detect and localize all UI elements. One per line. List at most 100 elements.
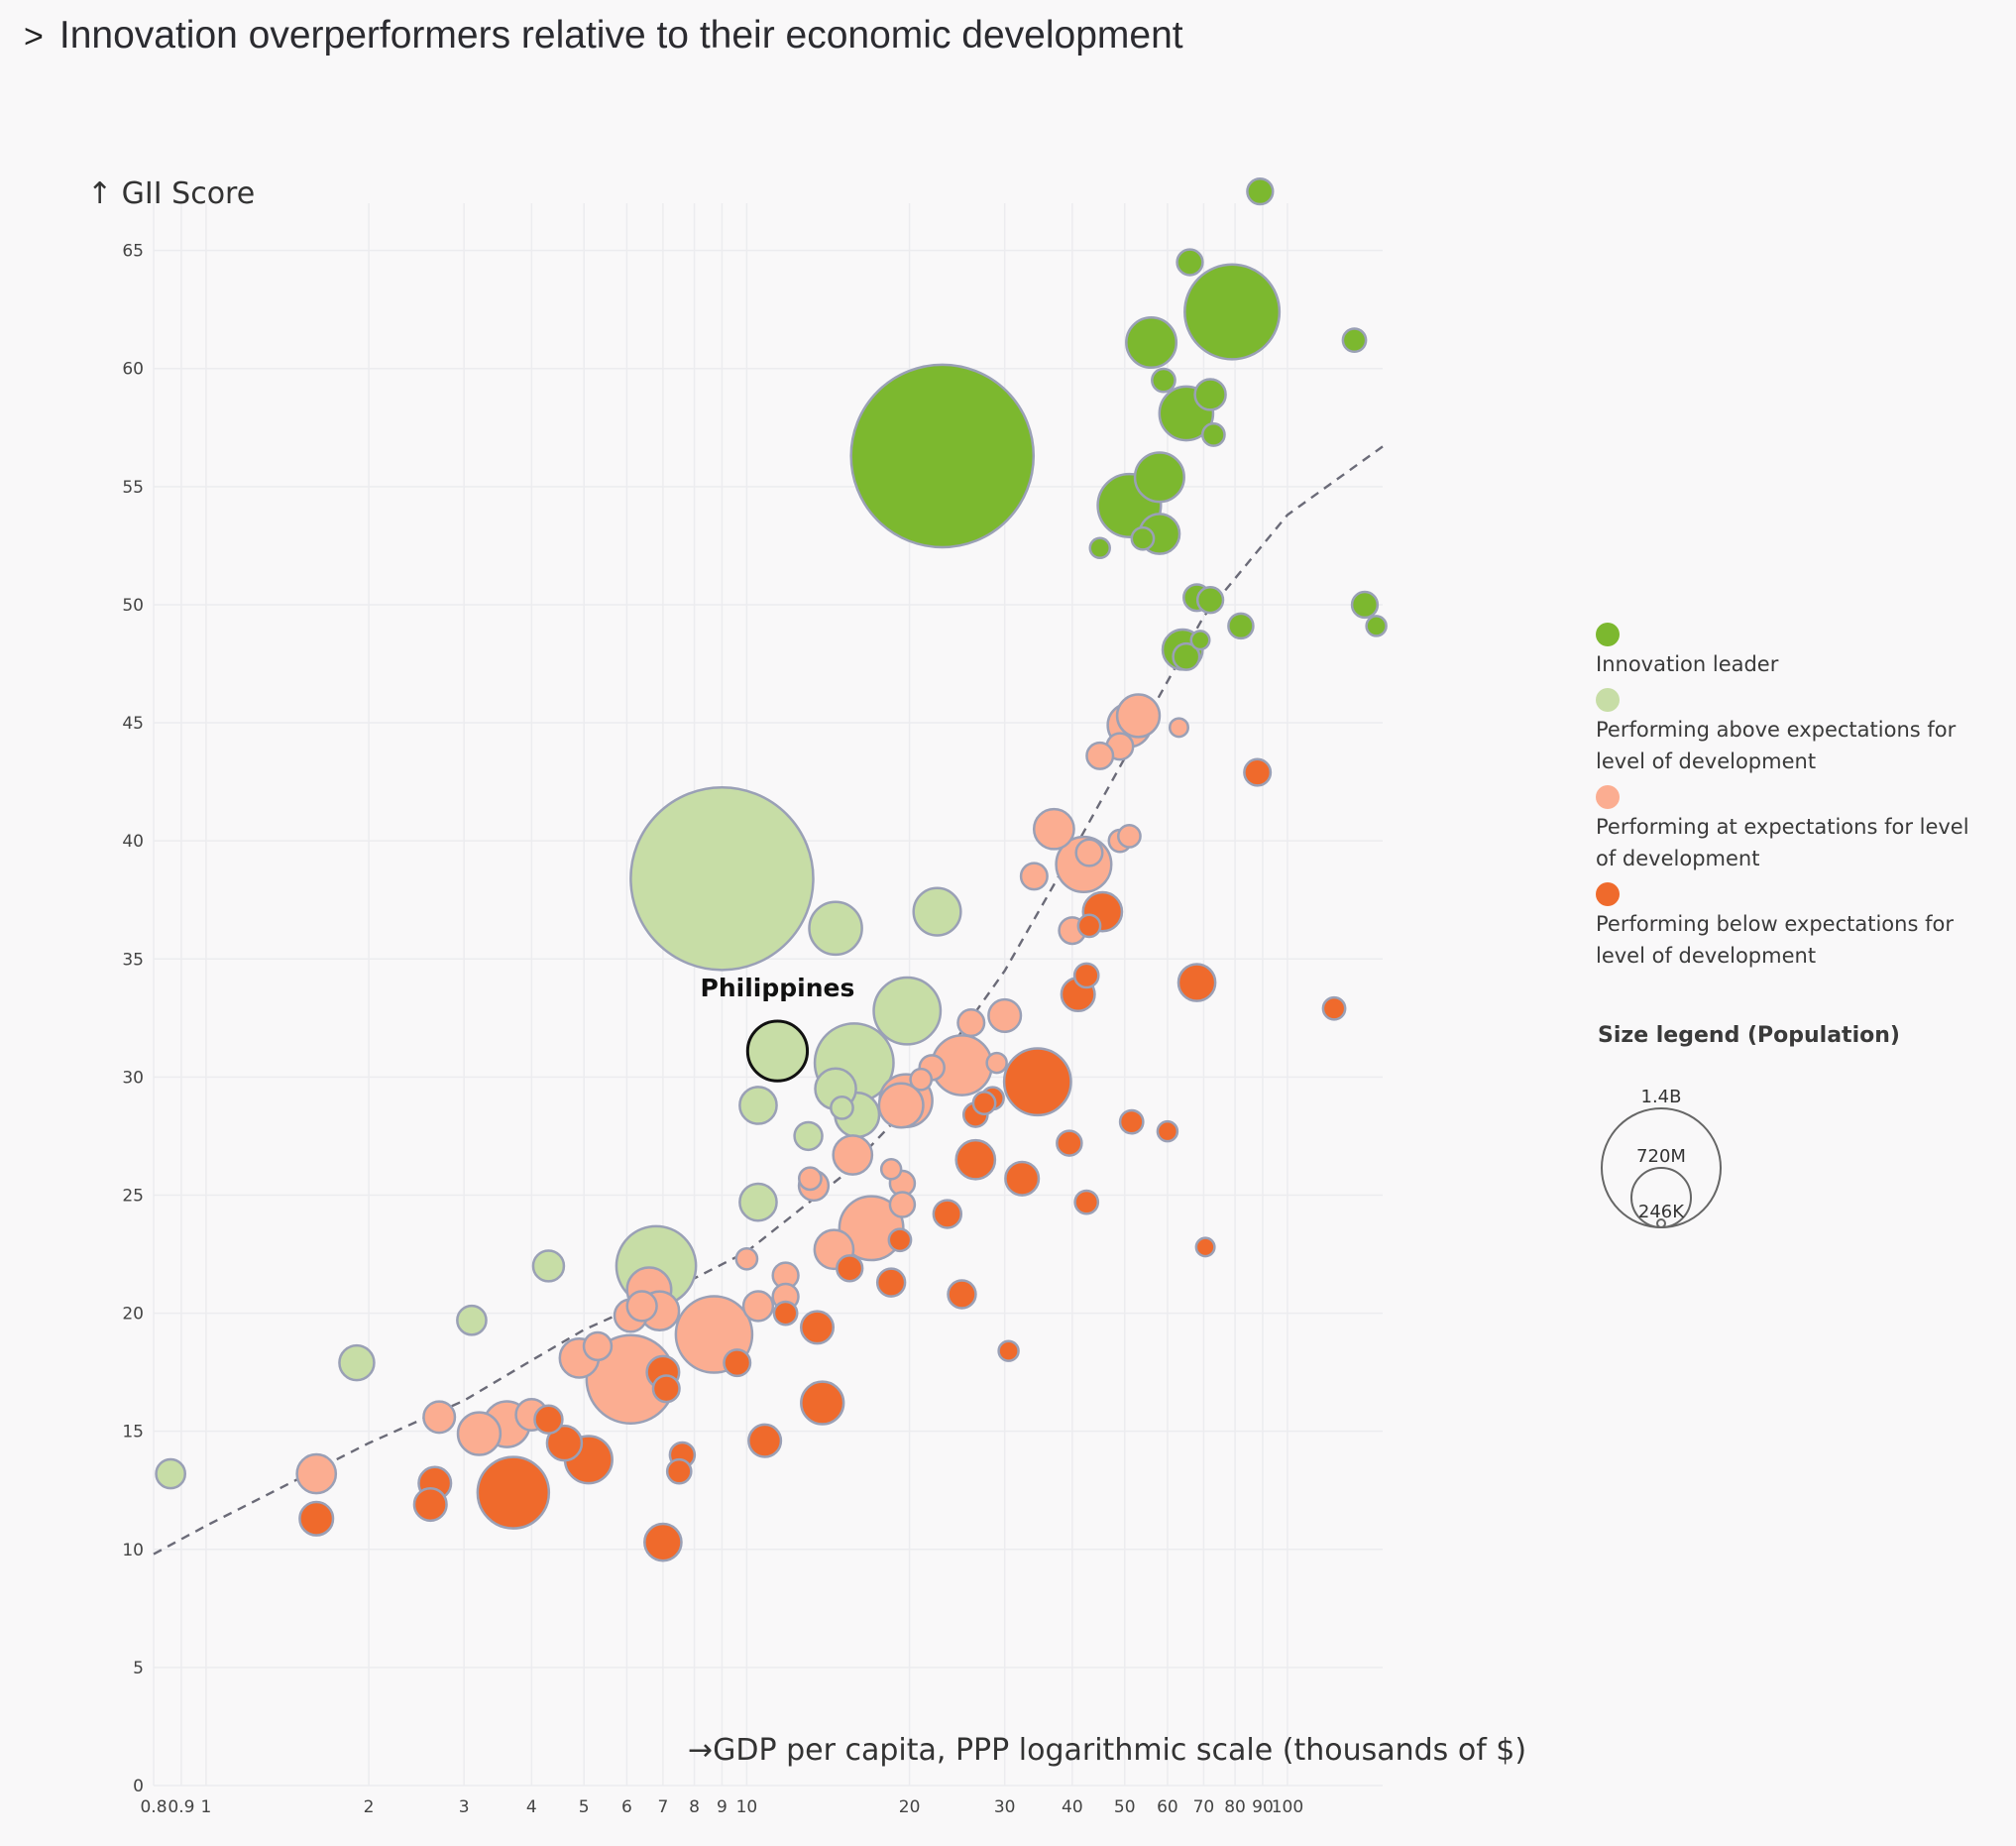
- bubble-below: [836, 1254, 864, 1283]
- bubble-below: [665, 1457, 693, 1485]
- bubble-below: [1056, 1129, 1083, 1157]
- bubble-leader: [1130, 525, 1156, 551]
- chart-title: > Innovation overperformers relative to t…: [24, 14, 1183, 58]
- legend-label-at: Performing at expectations for level of …: [1596, 815, 1969, 870]
- bubble-leader: [1176, 248, 1204, 277]
- bubble-at: [1117, 824, 1142, 849]
- y-tick-label: 15: [122, 1423, 144, 1442]
- bubble-at: [1032, 807, 1075, 851]
- x-tick-label: 30: [994, 1797, 1016, 1817]
- size-legend-label-small: 246K: [1638, 1202, 1685, 1222]
- bubble-leader: [1246, 176, 1275, 206]
- legend-swatch-below: [1596, 882, 1620, 906]
- y-tick-label: 20: [122, 1305, 144, 1325]
- bubble-above: [793, 1120, 824, 1152]
- bubble-at: [877, 1082, 925, 1129]
- bubble-below: [1076, 913, 1102, 939]
- y-tick-label: 55: [122, 478, 144, 498]
- size-legend-label-large: 1.4B: [1641, 1087, 1682, 1107]
- bubble-above: [738, 1182, 778, 1222]
- bubble-below: [772, 1300, 799, 1327]
- color-legend: Innovation leader Performing above expec…: [1596, 623, 1982, 980]
- bubble-below: [799, 1310, 836, 1345]
- bubble-leader: [1227, 612, 1255, 640]
- bubble-below: [723, 1348, 752, 1378]
- x-tick-label: 10: [736, 1797, 758, 1817]
- legend-item-leader[interactable]: Innovation leader: [1596, 623, 1982, 680]
- bubble-leader: [1193, 378, 1227, 411]
- bubble-leader: [1189, 630, 1211, 651]
- bubble-below: [1004, 1160, 1041, 1197]
- y-tick-label: 5: [133, 1659, 144, 1678]
- gridlines: [153, 203, 1383, 1787]
- y-tick-label: 65: [122, 242, 144, 262]
- y-tick-label: 60: [122, 360, 144, 380]
- bubble-leader: [1088, 536, 1111, 560]
- trend-line: [153, 445, 1384, 1556]
- bubble-below: [545, 1424, 584, 1462]
- bubble-at: [1115, 693, 1162, 739]
- bubble-at: [1019, 862, 1049, 891]
- chart-title-text: Innovation overperformers relative to th…: [58, 14, 1183, 57]
- bubble-below: [1321, 995, 1347, 1021]
- legend-item-above[interactable]: Performing above expectations for level …: [1596, 688, 1982, 777]
- x-tick-label: 70: [1193, 1797, 1215, 1817]
- size-legend-circle-small: [1656, 1218, 1666, 1228]
- bubble-above: [456, 1304, 488, 1336]
- bubble-leader: [1350, 590, 1380, 620]
- highlight-label: Philippines: [701, 974, 855, 1002]
- bubble-below: [1002, 1047, 1072, 1117]
- bubble-above: [338, 1343, 376, 1382]
- bubble-below: [947, 1279, 977, 1310]
- y-tick-label: 50: [122, 596, 144, 616]
- x-tick-label: 40: [1062, 1797, 1083, 1817]
- y-tick-label: 0: [133, 1777, 144, 1796]
- x-tick-label: 90: [1252, 1797, 1274, 1817]
- bubble-at: [1074, 838, 1104, 867]
- bubble-leader: [849, 363, 1036, 549]
- bubble-at: [295, 1452, 338, 1495]
- chevron-right-icon: >: [24, 18, 44, 56]
- bubble-at: [741, 1290, 775, 1323]
- y-tick-label: 30: [122, 1068, 144, 1088]
- bubble-above: [808, 900, 863, 957]
- bubble-leader: [1133, 451, 1185, 504]
- bubble-below: [1156, 1119, 1179, 1143]
- bubble-at: [909, 1067, 934, 1092]
- x-tick-label: 60: [1157, 1797, 1178, 1817]
- legend-item-below[interactable]: Performing below expectations for level …: [1596, 882, 1982, 972]
- x-tick-label: 4: [526, 1797, 537, 1817]
- bubble-above: [155, 1457, 186, 1490]
- bubble-at: [888, 1191, 917, 1218]
- bubble-at: [987, 997, 1023, 1033]
- legend-item-at[interactable]: Performing at expectations for level of …: [1596, 785, 1982, 874]
- bubble-leader: [1200, 422, 1226, 447]
- x-tick-label: 20: [899, 1797, 921, 1817]
- bubble-at: [422, 1400, 457, 1435]
- x-tick-label: 2: [364, 1797, 375, 1817]
- bubble-below: [747, 1423, 783, 1458]
- legend-label-leader: Innovation leader: [1596, 652, 1779, 676]
- bubble-above: [531, 1249, 566, 1283]
- bubble-above: [738, 1086, 778, 1125]
- bubble-below: [476, 1455, 551, 1530]
- bubble-leader: [1172, 641, 1201, 671]
- y-axis-title: ↑ GII Score: [87, 176, 255, 211]
- legend-label-below: Performing below expectations for level …: [1596, 912, 1954, 968]
- bubble-below: [997, 1339, 1020, 1362]
- x-tick-label: 1: [200, 1797, 211, 1817]
- bubble-at: [625, 1290, 658, 1323]
- legend-swatch-leader: [1596, 623, 1620, 646]
- y-tick-label: 25: [122, 1186, 144, 1206]
- highlight-bubble: [745, 1019, 810, 1083]
- legend-swatch-above: [1596, 688, 1620, 712]
- bubble-above: [912, 886, 962, 937]
- bubble-below: [1073, 1189, 1100, 1215]
- bubble-at: [582, 1330, 614, 1362]
- bubble-below: [533, 1404, 564, 1435]
- bubble-at: [1168, 717, 1189, 739]
- bubble-at: [797, 1166, 823, 1192]
- bubble-leader: [1125, 316, 1178, 370]
- y-tick-label: 35: [122, 950, 144, 970]
- x-tick-label: 80: [1224, 1797, 1246, 1817]
